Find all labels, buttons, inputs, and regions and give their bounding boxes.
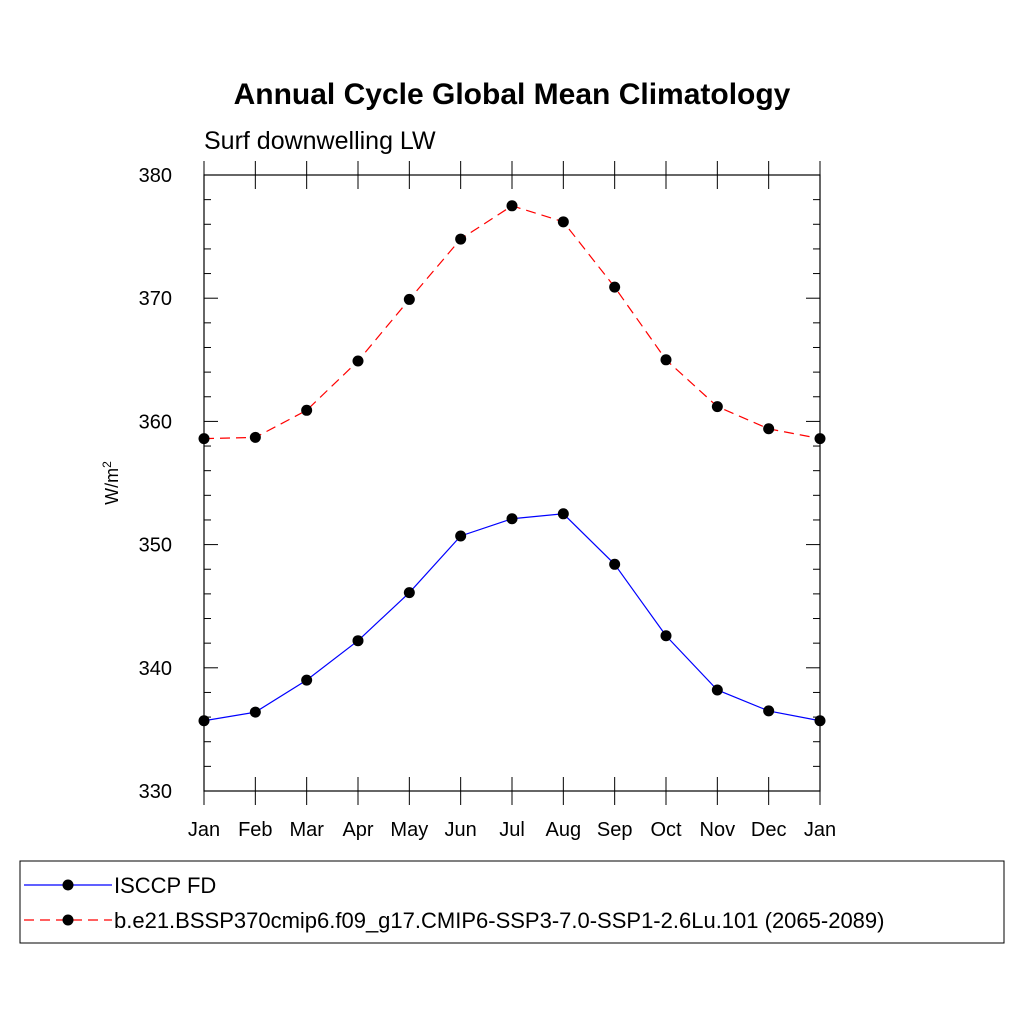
series-1-point bbox=[609, 281, 621, 293]
x-tick-label: Nov bbox=[700, 819, 736, 841]
series-0-point bbox=[506, 513, 518, 525]
chart-subtitle: Surf downwelling LW bbox=[204, 127, 436, 155]
series-1-point bbox=[711, 401, 723, 413]
y-tick-label: 380 bbox=[139, 165, 172, 187]
legend-label-1: b.e21.BSSP370cmip6.f09_g17.CMIP6-SSP3-7.… bbox=[114, 908, 884, 933]
series-0-point bbox=[711, 684, 723, 696]
x-tick-label: Sep bbox=[597, 819, 633, 841]
chart-title: Annual Cycle Global Mean Climatology bbox=[234, 78, 791, 111]
legend-label-0: ISCCP FD bbox=[114, 873, 216, 898]
legend-marker-1 bbox=[62, 914, 74, 926]
series-0-point bbox=[198, 715, 210, 727]
series-1-point bbox=[198, 433, 210, 445]
series-0-point bbox=[609, 558, 621, 570]
x-tick-label: May bbox=[390, 819, 428, 841]
x-axis-ticks: Jan Feb Mar Apr May Jun Jul Aug Sep Oct Nov Dec Jan bbox=[188, 161, 836, 841]
y-tick-label: 370 bbox=[139, 288, 172, 310]
x-tick-label: Jun bbox=[445, 819, 477, 841]
series-1-point bbox=[352, 355, 364, 367]
plot-frame bbox=[203, 174, 821, 792]
series-line-0 bbox=[203, 513, 821, 722]
y-axis-label: W/m2 bbox=[100, 461, 122, 505]
x-tick-label: Apr bbox=[342, 819, 373, 841]
series-0-point bbox=[455, 530, 467, 542]
series-1-point bbox=[660, 354, 672, 366]
series-1-point bbox=[403, 293, 415, 305]
x-tick-label: Jan bbox=[188, 819, 220, 841]
legend-marker-0 bbox=[62, 879, 74, 891]
series-1-point bbox=[506, 200, 518, 212]
series-0-point bbox=[814, 715, 826, 727]
series-0-point bbox=[352, 635, 364, 647]
series-1-point bbox=[301, 404, 313, 416]
y-tick-label: 350 bbox=[139, 535, 172, 557]
x-tick-label: Jul bbox=[499, 819, 525, 841]
y-axis-label-superscript: 2 bbox=[100, 461, 114, 468]
legend-box bbox=[19, 860, 1005, 944]
series-1-point bbox=[814, 433, 826, 445]
series-0-point bbox=[301, 674, 313, 686]
y-axis-label-text: W/m bbox=[102, 468, 122, 505]
x-tick-label: Dec bbox=[751, 819, 787, 841]
legend: ISCCP FD b.e21.BSSP370cmip6.f09_g17.CMIP6… bbox=[24, 873, 884, 933]
x-tick-label: Jan bbox=[804, 819, 836, 841]
x-tick-label: Aug bbox=[546, 819, 582, 841]
series-0-point bbox=[660, 630, 672, 642]
x-tick-label: Mar bbox=[289, 819, 324, 841]
x-tick-label: Feb bbox=[238, 819, 272, 841]
y-tick-label: 360 bbox=[139, 411, 172, 433]
series-1-point bbox=[455, 233, 467, 245]
series-layer bbox=[198, 200, 826, 727]
series-0-point bbox=[557, 508, 569, 520]
series-1-point bbox=[557, 216, 569, 228]
series-0-point bbox=[763, 705, 775, 717]
y-tick-label: 340 bbox=[139, 658, 172, 680]
y-tick-label: 330 bbox=[139, 781, 172, 803]
series-0-point bbox=[249, 706, 261, 718]
series-0-point bbox=[403, 587, 415, 599]
y-axis-ticks: 330 340 350 360 370 380 bbox=[139, 165, 820, 803]
series-1-point bbox=[763, 423, 775, 435]
series-line-1 bbox=[203, 205, 821, 440]
series-1-point bbox=[249, 431, 261, 443]
x-tick-label: Oct bbox=[650, 819, 682, 841]
